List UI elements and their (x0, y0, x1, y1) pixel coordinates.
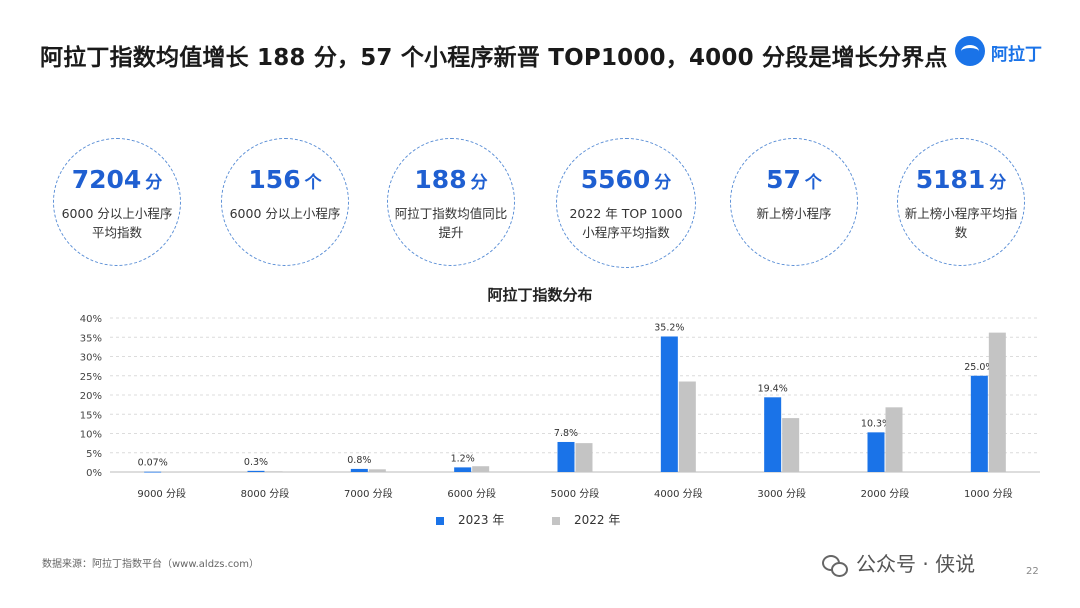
y-tick-label: 15% (80, 410, 102, 421)
bar-2023 (144, 471, 162, 473)
data-label: 0.07% (138, 458, 168, 469)
y-tick-label: 20% (80, 391, 102, 402)
bar-2023 (660, 336, 678, 472)
x-tick-label: 2000 分段 (861, 487, 910, 500)
bar-2022 (988, 332, 1006, 472)
stat-label: 6000 分以上小程序 (229, 206, 341, 221)
legend-item-2023: 2023 年 (436, 511, 504, 528)
data-label: 10.3% (861, 418, 891, 429)
x-tick-label: 6000 分段 (447, 487, 496, 500)
bar-2023 (764, 397, 782, 472)
logo-text: 阿拉丁 (991, 45, 1042, 65)
legend-item-2022: 2022 年 (552, 511, 620, 528)
y-tick-label: 10% (80, 430, 102, 441)
stat-value: 57 个 (766, 165, 822, 194)
wechat-icon (822, 554, 848, 577)
chart-title: 阿拉丁指数分布 (487, 286, 593, 304)
stat-circle: 5181 分 新上榜小程序平均指数 (897, 138, 1025, 266)
stat-circle: 7204 分 6000 分以上小程序平均指数 (53, 138, 181, 266)
x-tick-label: 7000 分段 (344, 487, 393, 500)
bar-2022 (782, 418, 800, 472)
stat-value: 5181 分 (915, 165, 1007, 194)
x-tick-label: 5000 分段 (551, 487, 600, 500)
data-label: 1.2% (451, 453, 475, 464)
data-source-note: 数据来源：阿拉丁指数平台（www.aldzs.com） (42, 559, 260, 570)
stat-label: 阿拉丁指数均值同比提升 (394, 206, 508, 240)
y-tick-label: 35% (80, 333, 102, 344)
stat-label: 2022 年 TOP 1000 小程序平均指数 (569, 206, 683, 240)
bar-2022 (472, 466, 490, 472)
bar-2023 (867, 432, 885, 472)
y-tick-label: 40% (80, 314, 102, 325)
page-title: 阿拉丁指数均值增长 188 分，57 个小程序新晋 TOP1000，4000 分… (40, 45, 948, 71)
x-tick-label: 3000 分段 (757, 487, 806, 500)
stat-value: 156 个 (248, 165, 322, 194)
data-label: 0.8% (347, 455, 371, 466)
x-tick-label: 8000 分段 (241, 487, 290, 500)
x-tick-label: 9000 分段 (137, 487, 186, 500)
legend-swatch (552, 516, 560, 525)
bar-2023 (350, 468, 368, 472)
x-tick-label: 1000 分段 (964, 487, 1013, 500)
stat-label: 6000 分以上小程序平均指数 (61, 206, 173, 240)
stat-label: 新上榜小程序平均指数 (904, 206, 1018, 240)
stat-value: 5560 分 (580, 165, 672, 194)
legend-swatch (436, 516, 444, 525)
bar-2022 (575, 443, 593, 472)
y-tick-label: 30% (80, 353, 102, 364)
stat-circles: 7204 分 6000 分以上小程序平均指数 156 个 6000 分以上小程序 1… (0, 0, 1080, 300)
stat-value: 7204 分 (71, 165, 163, 194)
logo-icon (955, 36, 985, 66)
bar-2022 (885, 407, 903, 472)
bar-2023 (970, 375, 988, 472)
y-tick-label: 5% (86, 449, 102, 460)
stat-circle: 5560 分 2022 年 TOP 1000 小程序平均指数 (556, 138, 696, 268)
data-label: 35.2% (654, 322, 684, 333)
bar-2022 (265, 471, 283, 473)
brand-logo: 阿拉丁 (955, 36, 1055, 68)
stat-label: 新上榜小程序 (756, 206, 832, 221)
page-number: 22 (1026, 566, 1039, 577)
stat-circle: 156 个 6000 分以上小程序 (221, 138, 349, 266)
x-tick-label: 4000 分段 (654, 487, 703, 500)
stat-value: 188 分 (414, 165, 488, 194)
y-tick-label: 0% (86, 468, 102, 479)
data-label: 0.3% (244, 457, 268, 468)
bar-2023 (247, 470, 265, 472)
bar-2023 (454, 467, 472, 472)
bar-2022 (368, 469, 386, 472)
bar-2023 (557, 441, 575, 472)
chart-legend: 2023 年 2022 年 (0, 511, 1080, 531)
watermark: 公众号 · 侠说 (822, 548, 975, 577)
y-tick-label: 25% (80, 372, 102, 383)
stat-circle: 57 个 新上榜小程序 (730, 138, 858, 266)
bar-2022 (162, 471, 180, 473)
data-label: 25.0% (964, 362, 994, 373)
stat-circle: 188 分 阿拉丁指数均值同比提升 (387, 138, 515, 266)
data-label: 7.8% (554, 428, 578, 439)
data-label: 19.4% (758, 383, 788, 394)
bar-2022 (678, 381, 696, 472)
